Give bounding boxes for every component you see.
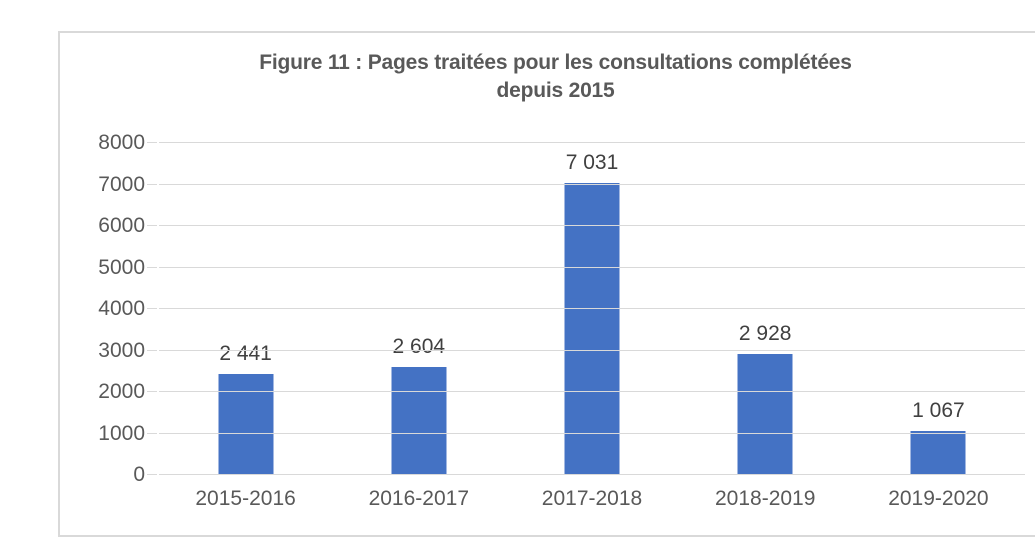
- x-axis-label: 2017-2018: [541, 487, 643, 510]
- plot-area: 2 441 2 604 7 031 2 928 1 067: [147, 142, 1025, 475]
- y-axis-tick: [147, 432, 157, 434]
- y-axis-label: 6000: [98, 214, 145, 237]
- y-axis-tick: [147, 266, 157, 268]
- data-label: 2 928: [738, 321, 792, 345]
- y-axis: 0 1000 2000 3000 4000 5000 6000 7000 8000: [60, 131, 145, 486]
- bar-slot: 2 441: [159, 143, 332, 475]
- bar-2017-2018: [564, 183, 620, 475]
- gridline: [159, 225, 1025, 226]
- data-label: 2 604: [392, 334, 446, 358]
- y-axis-label: 5000: [98, 255, 145, 279]
- y-axis-tick: [147, 391, 157, 392]
- bar-slot: 2 604: [332, 143, 505, 475]
- bar-series: 2 441 2 604 7 031 2 928 1 067: [159, 143, 1025, 475]
- chart-title-line-2: depuis 2015: [496, 78, 615, 102]
- gridline: [159, 183, 1025, 185]
- x-axis-label: 2018-2019: [714, 487, 816, 510]
- x-axis-label: 2019-2020: [888, 487, 989, 510]
- gridline: [159, 142, 1025, 143]
- gridline: [159, 308, 1025, 309]
- gridline: [159, 474, 1025, 475]
- y-axis-tick: [147, 225, 157, 226]
- chart-title: Figure 11 : Pages traitées pour les cons…: [60, 49, 1035, 104]
- bar-slot: 1 067: [852, 143, 1025, 475]
- bar-slot: 2 928: [679, 143, 852, 475]
- gridline: [159, 391, 1025, 392]
- y-axis-tick: [147, 349, 157, 351]
- gridline: [159, 432, 1025, 434]
- x-axis-label: 2016-2017: [368, 487, 470, 510]
- chart-title-line-1: Figure 11 : Pages traitées pour les cons…: [259, 51, 852, 74]
- y-axis-label: 7000: [98, 172, 145, 196]
- x-axis: 2015-2016 2016-2017 2017-2018 2018-2019 2019…: [159, 485, 1025, 513]
- y-axis-tick: [147, 183, 157, 185]
- bar-2018-2019: [737, 353, 793, 475]
- bar-2019-2020: [910, 430, 966, 475]
- y-axis-label: 4000: [98, 297, 145, 320]
- y-axis-label: 3000: [98, 338, 145, 362]
- y-axis-label: 8000: [98, 131, 145, 154]
- bar-slot: 7 031: [505, 143, 678, 475]
- x-axis-label: 2015-2016: [195, 487, 296, 510]
- data-label: 1 067: [912, 398, 965, 422]
- y-axis-tick: [147, 308, 157, 309]
- y-axis-tick: [147, 474, 157, 475]
- bar-2015-2016: [218, 373, 274, 475]
- y-axis-label: 0: [133, 463, 145, 486]
- y-axis-label: 2000: [98, 380, 145, 403]
- y-axis-label: 1000: [98, 421, 145, 445]
- y-axis-tick: [147, 142, 157, 143]
- gridline: [159, 266, 1025, 268]
- gridline: [159, 349, 1025, 351]
- bar-chart-figure: Figure 11 : Pages traitées pour les cons…: [58, 31, 1035, 537]
- bar-2016-2017: [391, 366, 447, 475]
- data-label: 7 031: [565, 151, 619, 175]
- data-label: 2 441: [219, 341, 272, 365]
